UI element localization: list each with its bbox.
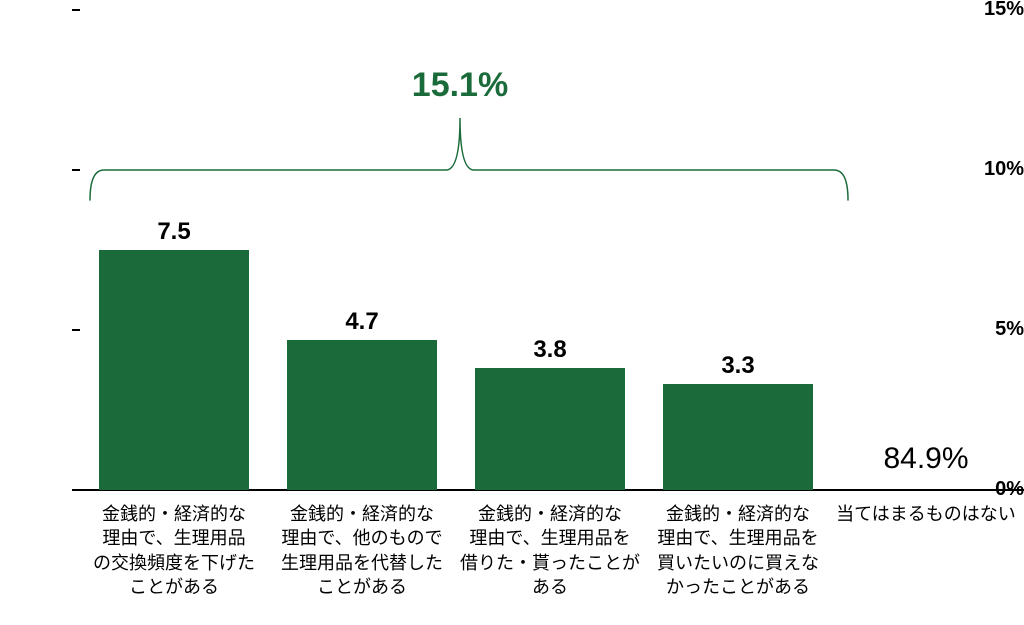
brace-path <box>90 118 848 200</box>
summary-percent-label: 15.1% <box>360 66 560 105</box>
bar-chart: 0%5%10%15% 7.54.73.83.3 金銭的・経済的な理由で、生理用品… <box>0 0 1024 625</box>
fifth-category-percent: 84.9% <box>832 442 1020 476</box>
